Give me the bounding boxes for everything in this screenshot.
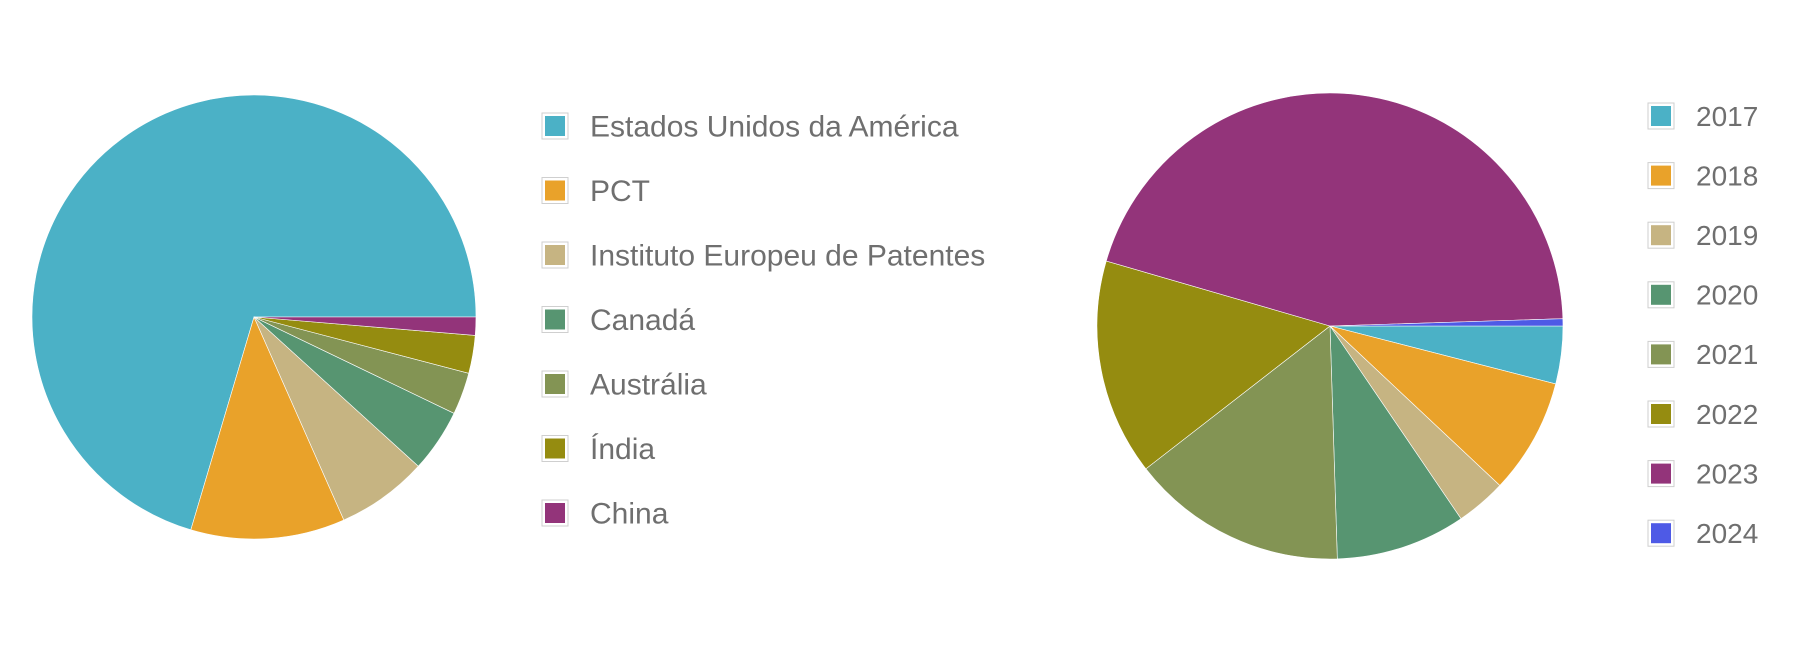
legend-swatch: [1651, 404, 1671, 424]
legend-item-2017: 2017: [1647, 101, 1758, 132]
legend-item-australia: Austrália: [541, 369, 707, 402]
legend-swatch: [545, 180, 565, 201]
legend-swatch: [545, 116, 565, 136]
pie-slice-pct: [190, 316, 345, 540]
legend-item-2022: 2022: [1647, 399, 1758, 430]
legend-swatch: [545, 503, 565, 523]
legend-item-instituto-europeu-de-patentes: Instituto Europeu de Patentes: [541, 240, 985, 273]
legend-item-2019: 2019: [1647, 220, 1758, 251]
legend-label: China: [590, 498, 669, 531]
legend-item-2023: 2023: [1647, 458, 1758, 489]
legend-swatch: [545, 438, 565, 459]
pie-slice-2022: [1096, 260, 1331, 470]
pie-slices: [1096, 92, 1564, 560]
legend-swatch: [1651, 523, 1671, 544]
pie-slice-2020: [1329, 324, 1462, 560]
legend-label: 2023: [1696, 458, 1758, 489]
legend-label: 2024: [1696, 518, 1758, 549]
legend-item-2020: 2020: [1647, 280, 1758, 311]
legend: Estados Unidos da América PCT Instituto Eu…: [541, 111, 985, 531]
legend-swatch: [1651, 106, 1671, 126]
legend-item-estados-unidos-da-america: Estados Unidos da América: [541, 111, 959, 144]
legend: 2017 2018 2019 2020 2021 2022 2023 2024: [1647, 101, 1758, 549]
pie-chart-countries: Estados Unidos da América PCT Instituto Eu…: [31, 94, 985, 540]
legend-item-india: Índia: [541, 433, 655, 466]
legend-label: 2018: [1696, 160, 1758, 191]
legend-swatch: [545, 245, 565, 265]
pie-slice-estados-unidos-da-america: [31, 94, 477, 531]
legend-item-pct: PCT: [541, 175, 650, 208]
legend-swatch: [1651, 284, 1671, 305]
pie-slice-2021: [1145, 325, 1338, 560]
legend-item-canada: Canadá: [541, 304, 695, 337]
pie-slice-china: [253, 316, 477, 336]
pie-slice-2024: [1329, 318, 1564, 327]
legend-item-2021: 2021: [1647, 339, 1758, 370]
legend-swatch: [545, 374, 565, 394]
legend-label: Instituto Europeu de Patentes: [590, 240, 985, 273]
legend-label: 2020: [1696, 280, 1758, 311]
legend-swatch: [1651, 463, 1671, 484]
legend-swatch: [1651, 165, 1671, 186]
legend-label: Índia: [590, 433, 655, 466]
pie-slices: [31, 94, 477, 540]
legend-label: PCT: [590, 175, 650, 208]
legend-item-2018: 2018: [1647, 160, 1758, 191]
legend-swatch: [1651, 225, 1671, 246]
legend-label: Canadá: [590, 304, 695, 337]
pie-chart-years: 2017 2018 2019 2020 2021 2022 2023 2024: [1096, 92, 1758, 560]
legend-item-china: China: [541, 498, 669, 531]
legend-swatch: [1651, 344, 1671, 365]
legend-item-2024: 2024: [1647, 518, 1758, 549]
legend-label: Austrália: [590, 369, 707, 402]
pie-slice-2023: [1105, 92, 1564, 327]
legend-label: 2019: [1696, 220, 1758, 251]
pie-slice-2018: [1329, 325, 1557, 486]
legend-swatch: [545, 309, 565, 330]
legend-label: 2022: [1696, 399, 1758, 430]
legend-label: Estados Unidos da América: [590, 111, 959, 144]
legend-label: 2017: [1696, 101, 1758, 132]
legend-label: 2021: [1696, 339, 1758, 370]
